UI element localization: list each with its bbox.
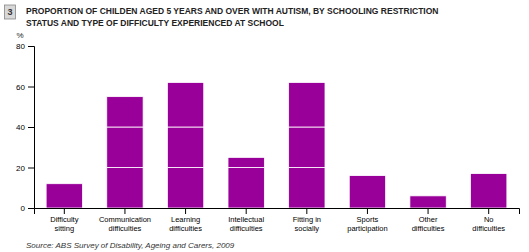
figure-number-box bbox=[4, 5, 15, 19]
y-axis: 0 20 40 60 80 bbox=[16, 42, 34, 213]
bar bbox=[471, 173, 507, 174]
x-tick-label: Communicationdifficulties bbox=[99, 215, 151, 232]
x-tick: Fitting insocially bbox=[293, 208, 321, 233]
bar bbox=[107, 168, 143, 209]
y-tick-label: 40 bbox=[16, 123, 25, 132]
x-tick-label: Sportsparticipation bbox=[347, 215, 387, 232]
bar bbox=[471, 174, 507, 208]
x-tick-mark bbox=[124, 208, 125, 214]
bar bbox=[46, 184, 82, 208]
figure-number-text: 3 bbox=[7, 7, 12, 17]
y-tick-label: 0 bbox=[21, 204, 26, 213]
x-tick-label-line: sitting bbox=[55, 224, 75, 233]
chart: 3 PROPORTION OF CHILDEN AGED 5 YEARS AND … bbox=[0, 0, 529, 252]
x-tick-label: Fitting insocially bbox=[293, 215, 321, 232]
bar bbox=[410, 196, 446, 208]
bar bbox=[289, 168, 325, 209]
bar bbox=[107, 127, 143, 168]
x-tick-label: Difficultysitting bbox=[50, 215, 78, 232]
bar bbox=[167, 82, 203, 127]
bar bbox=[349, 175, 385, 176]
series bbox=[107, 82, 325, 127]
bar bbox=[289, 127, 325, 168]
y-axis-title: % bbox=[16, 31, 23, 40]
bar bbox=[349, 176, 385, 208]
x-tick-mark bbox=[488, 208, 489, 214]
y-tick-mark bbox=[28, 87, 34, 88]
x-tick-label-line: difficulties bbox=[169, 224, 202, 233]
x-tick: Difficultysitting bbox=[50, 208, 78, 233]
y-tick-mark bbox=[28, 168, 34, 169]
x-tick-label-line: socially bbox=[295, 224, 320, 233]
x-axis-line bbox=[35, 209, 520, 215]
y-tick-label: 60 bbox=[16, 83, 25, 92]
bar bbox=[107, 97, 143, 127]
bar bbox=[349, 175, 385, 176]
y-tick-mark bbox=[28, 208, 34, 209]
bar bbox=[471, 173, 507, 174]
y-tick-mark bbox=[28, 46, 34, 47]
x-tick-label: Otherdifficulties bbox=[412, 215, 445, 232]
x-tick-mark bbox=[64, 208, 65, 214]
plot: 0 20 40 60 80 Difficultysitting Communicationd… bbox=[16, 31, 519, 233]
y-tick: 0 bbox=[21, 204, 34, 213]
bar bbox=[46, 183, 82, 184]
y-axis-line bbox=[28, 47, 35, 209]
y-tick: 60 bbox=[16, 83, 34, 92]
x-tick-mark bbox=[428, 208, 429, 214]
x-tick-label-line: difficulties bbox=[412, 224, 445, 233]
x-tick-mark bbox=[306, 208, 307, 214]
x-tick-label-line: participation bbox=[347, 224, 387, 233]
x-tick-label: Intellectualdifficulties bbox=[228, 215, 264, 232]
x-tick-label: Nodifficulties bbox=[472, 215, 505, 232]
x-tick: Intellectualdifficulties bbox=[228, 208, 264, 233]
x-tick-label-line: difficulties bbox=[472, 224, 505, 233]
x-tick-mark bbox=[185, 208, 186, 214]
y-tick-label: 20 bbox=[16, 164, 25, 173]
bar bbox=[410, 195, 446, 196]
source: Source: ABS Survey of Disability, Ageing… bbox=[26, 241, 235, 250]
bars bbox=[46, 82, 507, 208]
figure-number: 3 bbox=[4, 5, 15, 19]
x-tick-label: Learningdifficulties bbox=[169, 215, 202, 232]
x-tick: Otherdifficulties bbox=[412, 208, 445, 233]
title: PROPORTION OF CHILDEN AGED 5 YEARS AND O… bbox=[26, 6, 438, 16]
bar bbox=[410, 195, 446, 196]
y-tick: 40 bbox=[16, 123, 34, 132]
series bbox=[107, 127, 325, 168]
y-tick-mark bbox=[28, 127, 34, 128]
x-tick-label-line: difficulties bbox=[109, 224, 142, 233]
bar bbox=[46, 183, 82, 184]
bar bbox=[167, 168, 203, 209]
x-axis: Difficultysitting Communicationdifficulti… bbox=[35, 208, 520, 233]
x-tick-label-line: difficulties bbox=[230, 224, 263, 233]
x-tick: Communicationdifficulties bbox=[99, 208, 151, 233]
x-tick: Nodifficulties bbox=[472, 208, 505, 233]
bar bbox=[289, 82, 325, 127]
bar bbox=[228, 157, 264, 167]
bar bbox=[228, 157, 264, 158]
x-tick-mark bbox=[246, 208, 247, 214]
y-tick: 20 bbox=[16, 164, 34, 173]
bar bbox=[167, 127, 203, 168]
title: STATUS AND TYPE OF DIFFICULTY EXPERIENCE… bbox=[26, 18, 284, 28]
y-tick: 80 bbox=[16, 42, 34, 51]
x-tick-mark bbox=[367, 208, 368, 214]
bar bbox=[228, 168, 264, 209]
y-tick-label: 80 bbox=[16, 42, 25, 51]
x-tick: Sportsparticipation bbox=[347, 208, 387, 233]
series bbox=[46, 168, 507, 209]
x-tick: Learningdifficulties bbox=[169, 208, 202, 233]
